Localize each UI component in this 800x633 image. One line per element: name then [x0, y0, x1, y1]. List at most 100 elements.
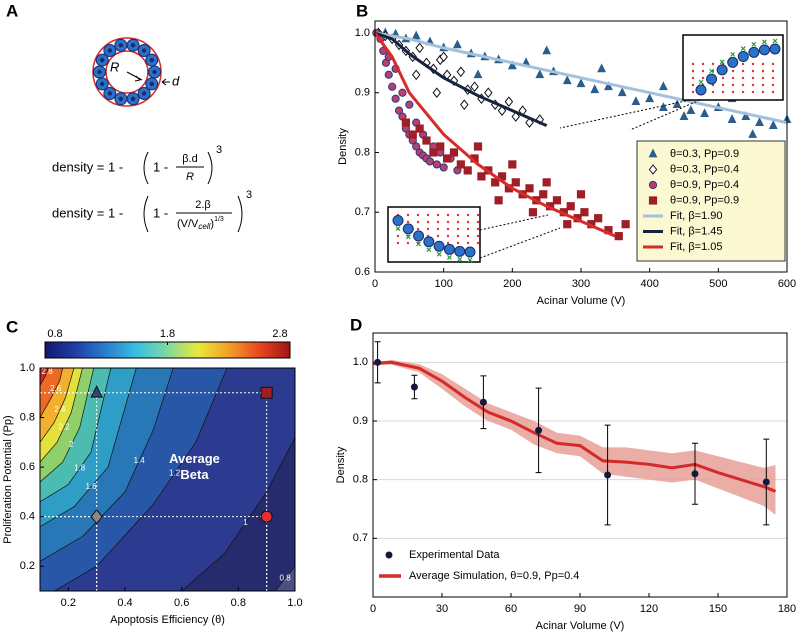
- data-point: [405, 100, 414, 109]
- y-tick-label: 0.6: [355, 266, 370, 278]
- data-point: [460, 99, 469, 110]
- inset-dot: [426, 227, 430, 231]
- contour-label: 1: [243, 518, 248, 527]
- marker-point: [90, 385, 103, 398]
- inset-cell: [695, 84, 707, 96]
- inset-dot: [456, 227, 460, 231]
- inset-dot: [761, 76, 765, 80]
- inset-dot: [436, 213, 440, 217]
- formula-open: 1 -: [153, 205, 168, 220]
- data-point: [631, 96, 641, 106]
- y-axis-label: Density: [337, 128, 349, 165]
- inset-cell: [454, 245, 466, 257]
- data-point: [748, 129, 758, 138]
- bead-nucleus: [130, 96, 136, 102]
- data-point: [432, 87, 442, 99]
- bead-nucleus: [141, 91, 147, 96]
- inset-dot: [701, 76, 705, 80]
- contour-fill: [40, 368, 295, 591]
- panel-label: C: [6, 317, 18, 336]
- marker-point: [260, 510, 273, 523]
- inset-dot: [436, 234, 440, 238]
- inset-cell: [423, 236, 435, 248]
- contour-plot: 0.8 1 1.2 1.4 1.6 1.8 2 2.2 2.4 2.6 2.8: [40, 368, 295, 591]
- inset-dot: [456, 213, 460, 217]
- data-point: [391, 94, 400, 103]
- data-point: [542, 45, 552, 55]
- contour-line: [40, 368, 64, 418]
- data-point: [473, 69, 483, 79]
- data-point: [408, 130, 417, 139]
- inset-dot: [691, 69, 695, 73]
- data-point: [477, 172, 486, 181]
- data-point: [672, 99, 682, 109]
- d-label: d: [172, 73, 180, 88]
- inset-cell: [716, 64, 728, 76]
- y-tick-label: 0.4: [20, 511, 35, 523]
- data-point: [614, 232, 623, 241]
- data-point: [686, 105, 696, 115]
- y-tick-label: 0.7: [353, 532, 368, 544]
- formula-open: 1 -: [153, 159, 168, 174]
- data-point: [535, 426, 543, 434]
- contour-line: [40, 368, 75, 443]
- data-point: [415, 124, 424, 133]
- inset-dot: [771, 90, 775, 94]
- data-point: [374, 358, 382, 366]
- data-point: [429, 148, 438, 157]
- x-tick-label: 400: [640, 278, 658, 290]
- data-point: [590, 84, 600, 94]
- bead-nucleus: [107, 48, 113, 53]
- inset-dot: [711, 62, 715, 66]
- data-point: [525, 117, 534, 128]
- bead-nucleus: [107, 91, 113, 96]
- y-tick-label: 0.2: [20, 560, 35, 572]
- inset-dot: [416, 213, 420, 217]
- inset-pointer: [479, 214, 561, 259]
- formula-denominator: (V/Vcell)1/3: [177, 216, 224, 231]
- y-tick-label: 0.8: [353, 474, 368, 486]
- inset-cross: [762, 39, 767, 45]
- bead-nucleus: [118, 96, 124, 102]
- bead-nucleus: [149, 81, 154, 87]
- legend-label: Experimental Data: [409, 549, 500, 561]
- legend-swatch: [648, 180, 658, 190]
- data-point: [576, 78, 586, 88]
- x-tick-label: 60: [505, 603, 517, 615]
- inset-cross: [719, 59, 725, 65]
- inset-dot: [406, 213, 410, 217]
- data-point: [401, 118, 410, 127]
- data-point: [494, 196, 503, 205]
- contour-line: [40, 368, 95, 483]
- inset-dot: [446, 227, 450, 231]
- data-point: [484, 87, 493, 99]
- inset-dot: [701, 62, 705, 66]
- plot-frame: [372, 332, 788, 598]
- inset-dot: [741, 76, 745, 80]
- inset-cell: [464, 246, 476, 258]
- fit-line: [374, 31, 788, 125]
- inset-cross: [709, 68, 714, 74]
- contour-line: [54, 368, 228, 591]
- inset-cross: [447, 255, 452, 260]
- inset-cross: [467, 257, 473, 263]
- inset-dot: [466, 213, 470, 217]
- inset-dot: [456, 220, 460, 224]
- r-arrow: [126, 71, 143, 81]
- data-point: [576, 190, 586, 199]
- legend-label: Average Simulation, θ=0.9, Pp=0.4: [409, 570, 579, 582]
- data-point: [604, 471, 612, 479]
- x-tick-label: 0: [370, 603, 376, 615]
- inset-dot: [751, 76, 755, 80]
- inset-dot: [741, 69, 745, 73]
- inset-dot: [751, 90, 755, 94]
- inset-dot: [751, 69, 755, 73]
- paren: [237, 195, 243, 233]
- data-point: [727, 114, 737, 123]
- inset-cell: [748, 46, 760, 58]
- y-tick-label: 0.7: [355, 206, 370, 218]
- inset-dot: [761, 69, 765, 73]
- data-point: [439, 51, 448, 63]
- inset-cross: [457, 256, 463, 262]
- inset-dot: [761, 62, 765, 66]
